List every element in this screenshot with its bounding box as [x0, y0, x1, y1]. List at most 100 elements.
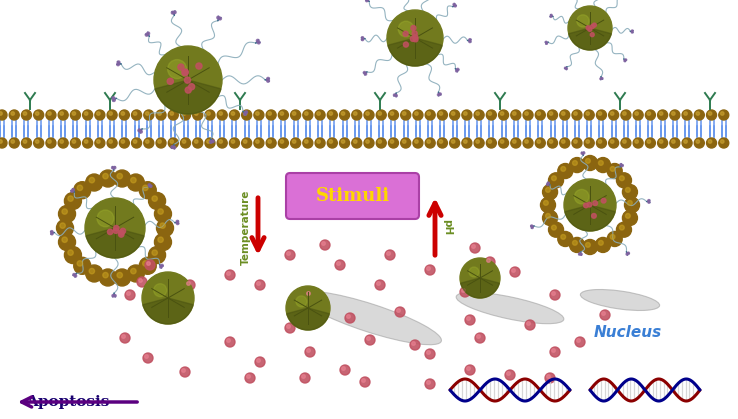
Circle shape: [573, 140, 577, 143]
Circle shape: [579, 253, 581, 255]
Circle shape: [244, 113, 246, 115]
Circle shape: [315, 138, 325, 148]
Circle shape: [393, 94, 396, 96]
Circle shape: [60, 140, 63, 143]
Circle shape: [438, 138, 447, 148]
Circle shape: [158, 140, 162, 143]
Circle shape: [227, 272, 230, 275]
Circle shape: [551, 225, 556, 230]
Circle shape: [58, 205, 75, 222]
Circle shape: [623, 112, 626, 115]
Ellipse shape: [299, 291, 441, 345]
Circle shape: [131, 138, 142, 148]
Circle shape: [225, 270, 235, 280]
Circle shape: [302, 375, 306, 378]
Circle shape: [245, 373, 255, 383]
Wedge shape: [569, 28, 611, 50]
Circle shape: [463, 112, 467, 115]
Circle shape: [601, 78, 603, 79]
Circle shape: [455, 70, 458, 72]
Circle shape: [255, 112, 259, 115]
Circle shape: [280, 112, 283, 115]
Circle shape: [558, 231, 573, 246]
Circle shape: [173, 11, 176, 13]
Circle shape: [71, 190, 73, 192]
Circle shape: [127, 174, 144, 191]
Circle shape: [225, 337, 235, 347]
Circle shape: [397, 309, 400, 312]
Circle shape: [77, 185, 83, 191]
Circle shape: [427, 381, 430, 384]
Circle shape: [62, 237, 67, 243]
Circle shape: [362, 39, 364, 41]
Circle shape: [572, 110, 582, 120]
Circle shape: [438, 110, 447, 120]
Circle shape: [315, 110, 325, 120]
Circle shape: [152, 250, 157, 255]
Circle shape: [633, 138, 643, 148]
Circle shape: [552, 292, 555, 295]
Circle shape: [395, 307, 405, 317]
Circle shape: [552, 349, 555, 352]
Circle shape: [337, 262, 340, 265]
Circle shape: [364, 138, 374, 148]
Circle shape: [145, 34, 148, 36]
Circle shape: [427, 267, 430, 270]
Circle shape: [187, 282, 190, 285]
Circle shape: [72, 140, 76, 143]
Circle shape: [610, 140, 614, 143]
Circle shape: [231, 140, 235, 143]
Wedge shape: [86, 228, 144, 258]
Circle shape: [545, 213, 551, 218]
Circle shape: [147, 32, 150, 35]
FancyBboxPatch shape: [286, 173, 419, 219]
Circle shape: [113, 228, 119, 233]
Circle shape: [329, 140, 333, 143]
Circle shape: [168, 110, 179, 120]
Circle shape: [161, 264, 163, 267]
Circle shape: [300, 373, 310, 383]
Circle shape: [593, 23, 596, 27]
Circle shape: [268, 140, 272, 143]
Circle shape: [84, 112, 88, 115]
Circle shape: [616, 222, 632, 237]
Circle shape: [168, 78, 173, 84]
Circle shape: [684, 140, 687, 143]
Circle shape: [462, 138, 472, 148]
Circle shape: [577, 15, 589, 27]
Circle shape: [182, 140, 186, 143]
Circle shape: [607, 163, 622, 178]
Circle shape: [399, 21, 414, 37]
Circle shape: [631, 31, 633, 33]
Circle shape: [119, 232, 124, 237]
Circle shape: [463, 140, 467, 143]
Circle shape: [158, 237, 163, 243]
Circle shape: [121, 112, 125, 115]
Circle shape: [196, 63, 202, 69]
Circle shape: [266, 80, 269, 82]
Circle shape: [547, 375, 551, 378]
Circle shape: [139, 257, 156, 274]
Circle shape: [60, 223, 66, 228]
Circle shape: [280, 140, 283, 143]
Circle shape: [114, 295, 116, 297]
Circle shape: [412, 342, 415, 345]
Circle shape: [413, 138, 423, 148]
Circle shape: [64, 192, 81, 210]
Circle shape: [195, 112, 198, 115]
Circle shape: [193, 110, 203, 120]
Circle shape: [335, 260, 345, 270]
Circle shape: [107, 110, 117, 120]
Circle shape: [217, 138, 227, 148]
Circle shape: [329, 112, 333, 115]
Circle shape: [362, 379, 365, 382]
Circle shape: [195, 140, 198, 143]
Circle shape: [207, 112, 210, 115]
Circle shape: [425, 138, 435, 148]
Circle shape: [375, 280, 385, 290]
Circle shape: [305, 140, 308, 143]
Circle shape: [218, 17, 221, 20]
Circle shape: [587, 202, 592, 207]
Circle shape: [286, 286, 330, 330]
Circle shape: [535, 138, 545, 148]
